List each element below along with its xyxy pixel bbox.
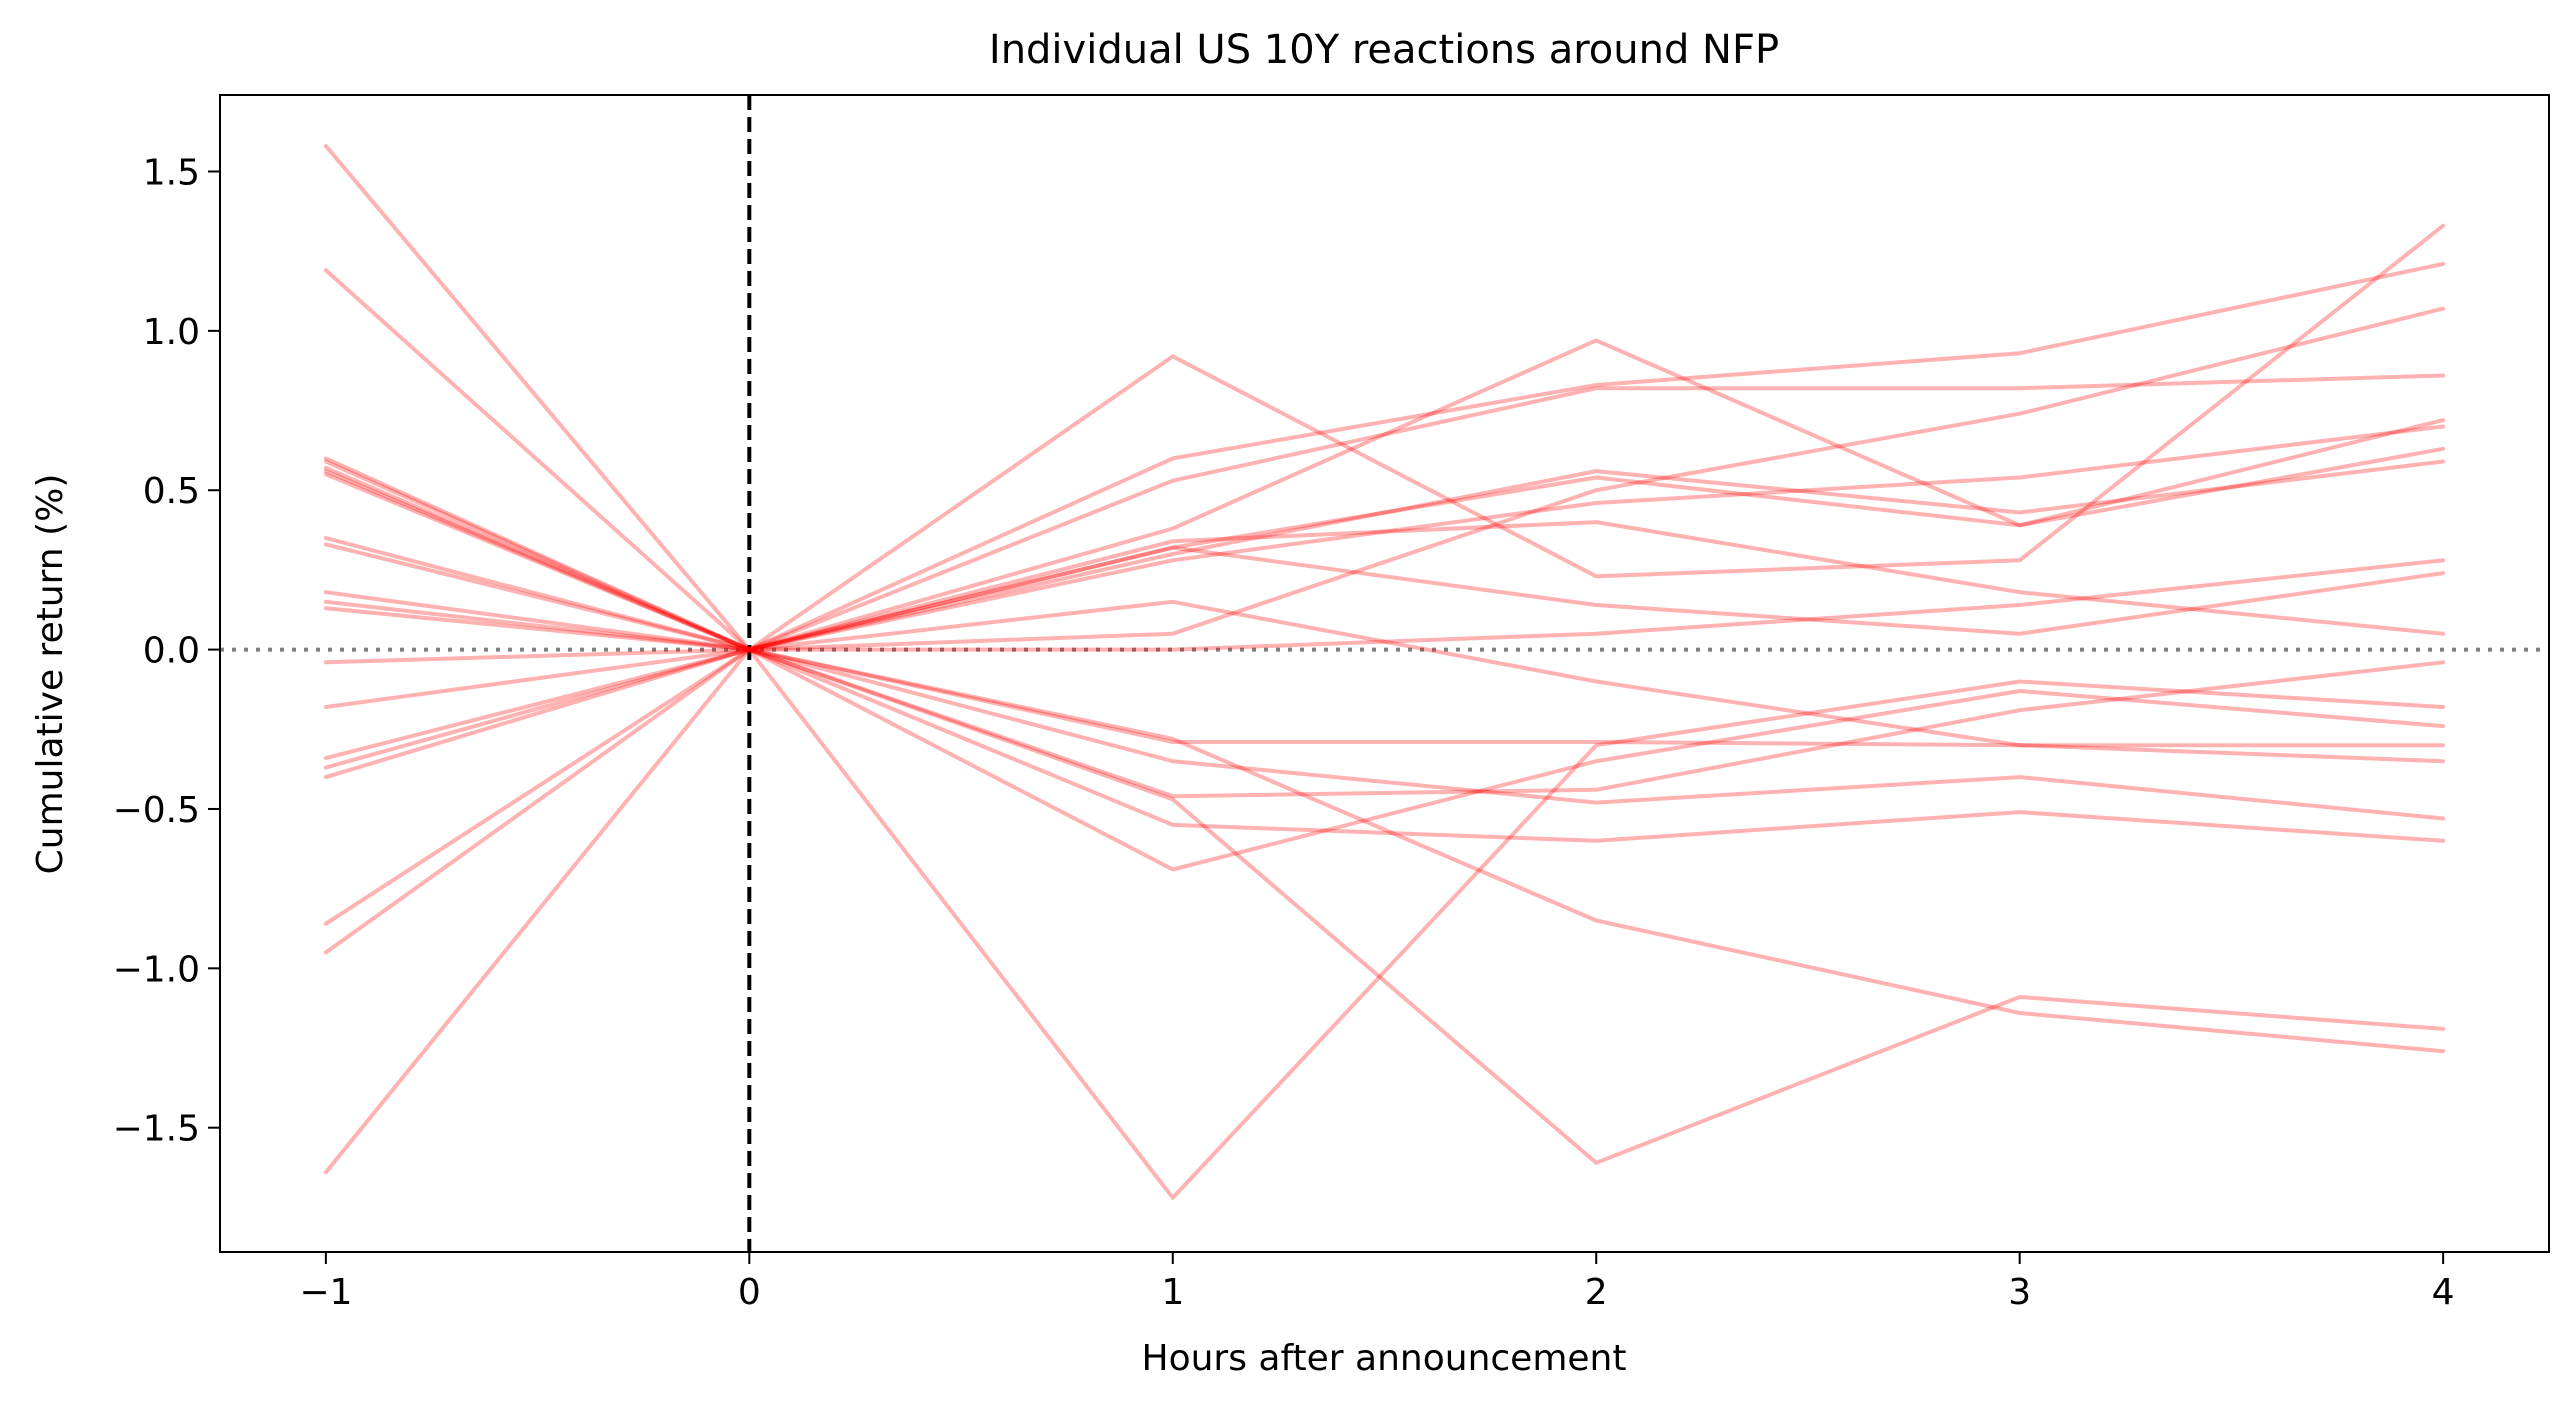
y-tick-label: 0.0	[143, 631, 200, 672]
x-axis-label: Hours after announcement	[1142, 1338, 1627, 1379]
x-tick-label: 0	[738, 1272, 761, 1313]
series-line-7	[323, 261, 2446, 652]
y-tick-label: 0.5	[143, 471, 200, 512]
chart-title: Individual US 10Y reactions around NFP	[989, 27, 1779, 73]
plot-frame	[219, 94, 2550, 1253]
y-tick-label: 1.5	[143, 152, 200, 193]
series-line-5	[323, 469, 2446, 764]
series-line-3	[323, 456, 2446, 1054]
series-line-6	[323, 472, 2446, 821]
y-tick-label: −0.5	[113, 790, 200, 831]
series-line-9	[323, 418, 2446, 652]
x-tick-label: 2	[1585, 1272, 1608, 1313]
y-tick-label: −1.5	[113, 1109, 200, 1150]
x-tick-label: 1	[1161, 1272, 1184, 1313]
y-axis-label: Cumulative return (%)	[30, 474, 71, 875]
series-line-17	[323, 647, 2446, 926]
series-line-8	[323, 373, 2446, 652]
series-line-18	[323, 558, 2446, 955]
series-line-12	[323, 306, 2446, 665]
series-line-19	[323, 647, 2446, 1200]
series-line-2	[323, 223, 2446, 652]
y-tick-label: 1.0	[143, 312, 200, 353]
x-tick-label: 3	[2008, 1272, 2031, 1313]
series-line-11	[323, 424, 2446, 652]
series-line-16	[323, 647, 2446, 843]
x-tick-label: −1	[299, 1272, 352, 1313]
series-line-10	[323, 338, 2446, 652]
series-line-20	[323, 459, 2446, 652]
y-tick-label: −1.0	[113, 949, 200, 990]
series-line-4	[323, 459, 2446, 799]
series-line-14	[323, 545, 2446, 760]
series-lines	[323, 144, 2446, 1200]
series-line-1	[323, 144, 2446, 1165]
series-line-13	[323, 520, 2446, 709]
x-tick-label: 4	[2432, 1272, 2455, 1313]
series-line-15	[323, 599, 2446, 770]
